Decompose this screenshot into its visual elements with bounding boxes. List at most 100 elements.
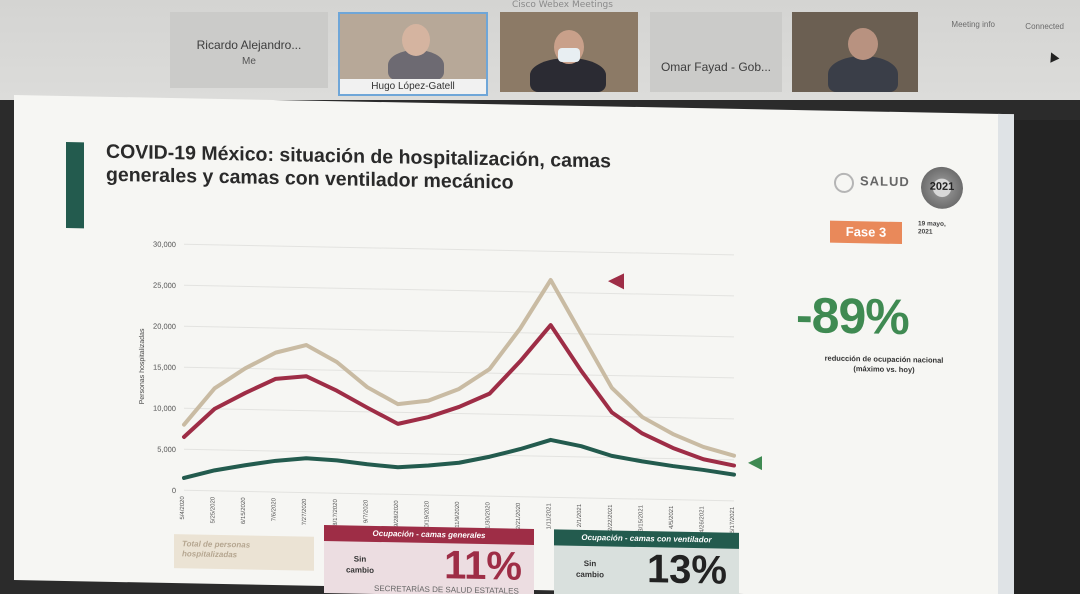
peak-marker-icon [608,273,624,290]
series-point [732,472,736,477]
series-point [457,461,461,465]
meeting-app-title: Cisco Webex Meetings [512,0,613,10]
series-point [671,446,675,450]
salud-logo-icon [834,172,854,194]
shared-presentation-slide: COVID-19 México: situación de hospitaliz… [14,95,1014,594]
x-tick-label: 9/28/2020 [394,500,400,527]
x-tick-label: 10/19/2020 [424,500,430,531]
x-tick-label: 7/27/2020 [302,498,308,525]
series-point [487,367,492,371]
series-point [610,454,614,458]
series-point [304,456,308,460]
connection-status: Connected [1025,22,1064,31]
general-beds-occupancy-card: Ocupación - camas generales Sin cambio 1… [324,524,534,594]
grid-line [184,489,734,502]
series-point [274,351,278,355]
phase-badge: Fase 3 [830,220,902,245]
x-tick-label: 2/1/2021 [577,503,583,527]
series-point [365,406,369,410]
series-point [549,278,553,282]
grid-line [184,407,734,420]
participant-name: Ricardo Alejandro... [196,38,302,52]
series-point [640,431,644,436]
series-point [335,458,339,462]
series-point [487,455,492,459]
y-tick-label: 25,000 [153,281,176,290]
grid-line [184,243,734,256]
meeting-participants-strip: Cisco Webex Meetings Meeting info Connec… [0,0,1080,100]
participant-tile-self[interactable]: Ricardo Alejandro... Me [170,12,328,88]
series-line-ventilator-beds [182,437,736,480]
ventilator-beds-occupancy-title: Ocupación - camas con ventilador [554,529,739,549]
meeting-info-button[interactable]: Meeting info [951,20,995,29]
series-point [304,343,308,347]
series-point [671,464,675,468]
x-tick-label: 4/26/2021 [699,506,705,533]
series-point [212,386,217,390]
series-point [701,468,706,472]
screen-edge [1010,120,1080,594]
series-point [182,435,186,439]
series-point [365,462,369,466]
participant-tile-omar[interactable]: Omar Fayad - Gob... [650,12,782,92]
series-line-total-hospitalized [182,278,736,458]
x-tick-label: 5/4/2020 [180,496,186,520]
data-source-footer: SECRETARÍAS DE SALUD ESTATALES [374,583,519,594]
x-tick-label: 6/15/2020 [241,497,247,524]
series-point [640,415,644,419]
current-marker-icon [748,456,762,471]
slide-date: 19 mayo, 2021 [918,220,946,236]
x-tick-label: 7/6/2020 [272,497,278,521]
series-point [732,454,736,458]
series-point [182,423,186,427]
grid-line [184,284,734,297]
x-tick-label: 11/30/2020 [486,501,492,531]
x-tick-label: 11/9/2020 [455,501,461,528]
total-hospitalized-label: Total de personas hospitalizadas [174,534,314,571]
series-point [518,327,522,331]
x-tick-label: 5/25/2020 [211,496,217,523]
salud-logo-text: SALUD [860,173,910,190]
series-point [335,389,339,393]
series-point [243,463,247,467]
reduction-stat: -89% [796,287,909,346]
series-point [457,405,461,409]
series-point [671,432,675,436]
general-beds-occupancy-title: Ocupación - camas generales [324,524,534,545]
series-point [396,465,400,469]
series-point [701,445,706,449]
series-point [579,444,583,448]
x-tick-label: 1/11/2021 [547,503,553,530]
series-point [518,359,522,364]
participant-tile-active-speaker[interactable]: Hugo López-Gatell [338,12,488,96]
series-point [487,392,492,396]
series-point [610,386,614,390]
series-point [304,374,308,378]
y-tick-label: 5,000 [157,445,176,454]
participant-tile-video[interactable] [500,12,638,92]
x-tick-label: 12/21/2020 [516,502,522,533]
y-tick-label: 20,000 [153,322,176,331]
series-point [212,468,217,472]
reduction-caption: reducción de ocupación nacional (máximo … [824,353,944,375]
x-tick-label: 4/5/2021 [669,505,675,529]
series-point [274,377,278,381]
series-point [732,463,736,468]
series-point [610,410,614,414]
y-tick-label: 0 [172,486,176,495]
series-point [243,366,247,371]
slide-title: COVID-19 México: situación de hospitaliz… [106,141,766,200]
x-tick-label: 8/17/2020 [333,498,339,525]
ventilator-beds-occupancy-card: Ocupación - camas con ventilador Sin cam… [554,529,739,594]
participant-tile-video-2[interactable] [792,12,918,92]
series-point [182,476,186,480]
y-tick-label: 30,000 [153,240,176,249]
series-point [426,399,431,403]
participant-video-head [402,24,430,56]
series-point [335,360,339,364]
y-tick-label: 15,000 [153,363,176,372]
grid-line [184,325,734,338]
grid-line [184,366,734,379]
series-point [243,391,247,395]
series-point [212,407,217,411]
